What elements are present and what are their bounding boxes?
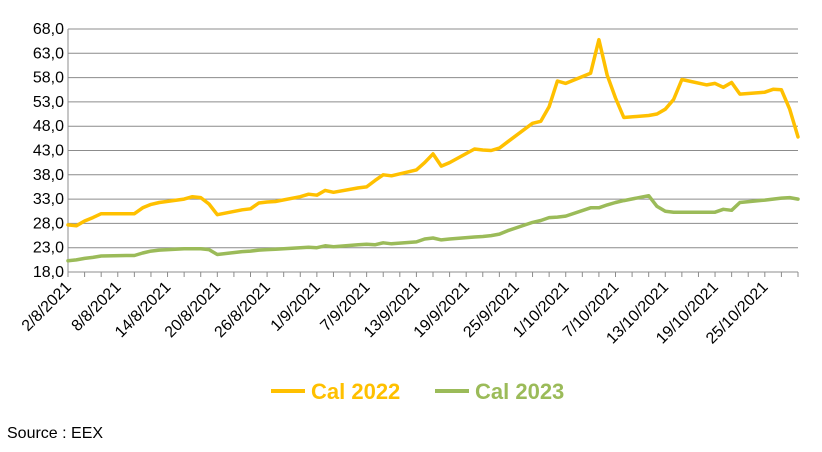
legend-label: Cal 2023: [475, 379, 564, 404]
gridlines: [68, 28, 798, 249]
legend-label: Cal 2022: [311, 379, 400, 404]
y-tick-label: 68,0: [33, 21, 64, 38]
x-tick-label: 1/9/2021: [268, 279, 324, 335]
y-tick-label: 18,0: [33, 264, 64, 281]
source-note: Source : EEX: [7, 425, 104, 442]
y-tick-label: 48,0: [33, 118, 64, 135]
y-tick-label: 23,0: [33, 240, 64, 257]
y-tick-label: 38,0: [33, 167, 64, 184]
series-lines: [66, 37, 800, 263]
y-tick-label: 53,0: [33, 94, 64, 111]
x-tick-label: 2/8/2021: [19, 279, 75, 335]
axes: [67, 29, 799, 277]
y-tick-label: 63,0: [33, 45, 64, 62]
x-tick-labels: 2/8/20218/8/202114/8/202120/8/202126/8/2…: [19, 279, 772, 348]
y-tick-label: 43,0: [33, 143, 64, 160]
y-tick-label: 28,0: [33, 215, 64, 232]
legend: Cal 2022 Cal 2023: [271, 379, 564, 404]
series-line-2: [66, 193, 800, 263]
y-tick-label: 33,0: [33, 191, 64, 208]
series-line-1: [66, 37, 800, 228]
y-tick-label: 58,0: [33, 70, 64, 87]
y-tick-labels: 18,0 23,0 28,0 33,0 38,0 43,0 48,0 53,0 58,0 63,0…: [33, 21, 64, 281]
